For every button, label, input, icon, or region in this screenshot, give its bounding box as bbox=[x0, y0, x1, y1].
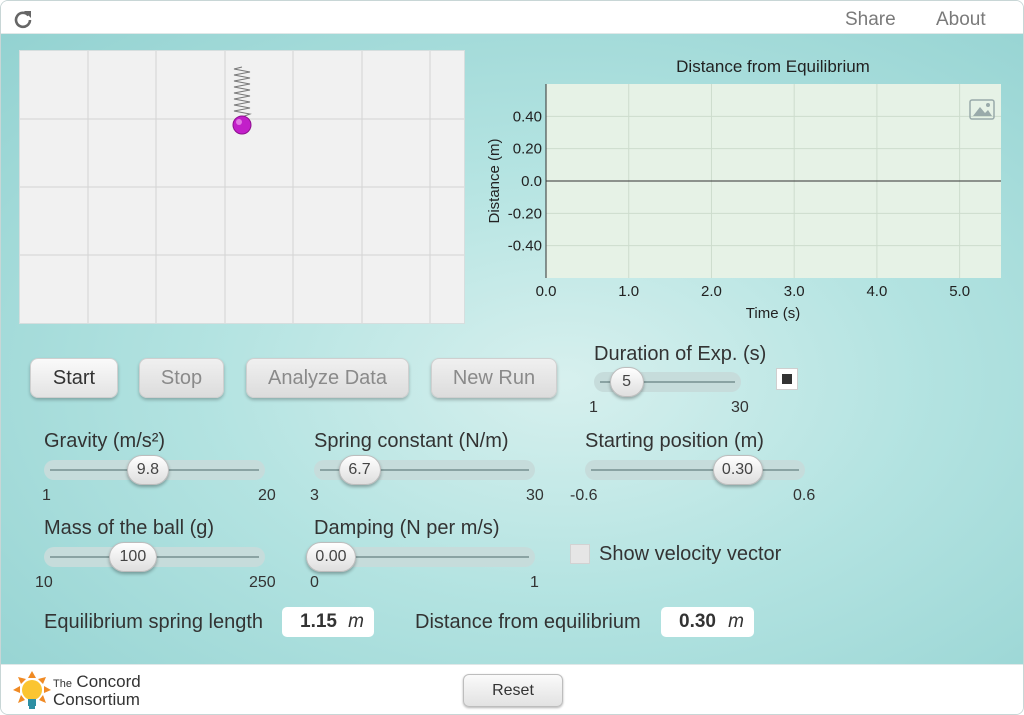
footer: The Concord Consortium Reset bbox=[1, 664, 1023, 714]
mass-min: 10 bbox=[35, 574, 53, 591]
spring-coil bbox=[233, 66, 252, 118]
logo-line1: Concord bbox=[76, 672, 141, 691]
spring-model-view bbox=[19, 50, 465, 324]
logo-the: The bbox=[53, 678, 72, 690]
gravity-label: Gravity (m/s²) bbox=[44, 430, 166, 452]
distance-from-equilibrium-unit: m bbox=[728, 611, 744, 632]
image-icon[interactable] bbox=[969, 99, 995, 120]
x-tick-label: 3.0 bbox=[784, 283, 805, 300]
x-tick-label: 2.0 bbox=[701, 283, 722, 300]
x-tick-label: 5.0 bbox=[949, 283, 970, 300]
duration-max: 30 bbox=[731, 399, 749, 416]
mass-slider-handle[interactable]: 100 bbox=[108, 542, 157, 572]
spring-constant-max: 30 bbox=[526, 487, 544, 504]
logo-line2: Consortium bbox=[53, 690, 140, 709]
damping-slider-handle[interactable]: 0.00 bbox=[306, 542, 356, 572]
starting-position-max: 0.6 bbox=[793, 487, 816, 504]
x-tick-label: 1.0 bbox=[618, 283, 639, 300]
y-axis-label: Distance (m) bbox=[486, 138, 503, 223]
show-velocity-label[interactable]: Show velocity vector bbox=[599, 543, 782, 565]
damping-label: Damping (N per m/s) bbox=[314, 517, 500, 539]
x-axis-label: Time (s) bbox=[746, 305, 800, 322]
spring-constant-label: Spring constant (N/m) bbox=[314, 430, 509, 452]
damping-slider-track[interactable] bbox=[306, 547, 535, 567]
spring-constant-min: 3 bbox=[310, 487, 319, 504]
distance-from-equilibrium-label: Distance from equilibrium bbox=[415, 611, 641, 633]
concord-logo-text[interactable]: The Concord Consortium bbox=[53, 672, 141, 709]
concord-lightbulb-icon[interactable] bbox=[13, 671, 51, 711]
show-velocity-checkbox[interactable] bbox=[570, 544, 590, 564]
new-run-button[interactable]: New Run bbox=[431, 358, 557, 398]
mass-label: Mass of the ball (g) bbox=[44, 517, 215, 539]
reset-button[interactable]: Reset bbox=[463, 674, 563, 707]
gravity-max: 20 bbox=[258, 487, 276, 504]
equilibrium-length-label: Equilibrium spring length bbox=[44, 611, 264, 633]
analyze-data-button[interactable]: Analyze Data bbox=[246, 358, 409, 398]
reload-icon[interactable] bbox=[13, 9, 33, 29]
y-tick-label: 0.20 bbox=[513, 141, 542, 158]
y-tick-label: 0.0 bbox=[521, 173, 542, 190]
distance-from-equilibrium-value: 0.30 bbox=[679, 611, 716, 632]
starting-position-slider-handle[interactable]: 0.30 bbox=[712, 455, 763, 485]
stop-button[interactable]: Stop bbox=[139, 358, 224, 398]
model-grid bbox=[20, 51, 464, 323]
about-link[interactable]: About bbox=[936, 9, 986, 30]
x-tick-label: 4.0 bbox=[866, 283, 887, 300]
y-tick-label: -0.20 bbox=[508, 205, 542, 222]
top-bar: Share About bbox=[1, 1, 1023, 34]
starting-position-min: -0.6 bbox=[570, 487, 598, 504]
y-tick-label: 0.40 bbox=[513, 108, 542, 125]
damping-max: 1 bbox=[530, 574, 539, 591]
mass-max: 250 bbox=[249, 574, 276, 591]
duration-label: Duration of Exp. (s) bbox=[594, 343, 767, 365]
spring-constant-slider-handle[interactable]: 6.7 bbox=[338, 455, 381, 485]
starting-position-label: Starting position (m) bbox=[585, 430, 764, 452]
y-tick-label: -0.40 bbox=[508, 238, 542, 255]
duration-slider-handle[interactable]: 5 bbox=[609, 367, 644, 397]
share-link[interactable]: Share bbox=[845, 9, 896, 30]
x-tick-label: 0.0 bbox=[536, 283, 557, 300]
start-button[interactable]: Start bbox=[30, 358, 118, 398]
interactive-content: Distance from Equilibrium 0.40 0.20 0.0 -0.… bbox=[1, 34, 1023, 664]
graph-title: Distance from Equilibrium bbox=[676, 57, 870, 76]
equilibrium-length-unit: m bbox=[348, 611, 364, 632]
ball[interactable] bbox=[232, 115, 252, 135]
gravity-slider-handle[interactable]: 9.8 bbox=[126, 455, 169, 485]
distance-from-equilibrium-output: 0.30 m bbox=[661, 607, 754, 637]
equilibrium-length-value: 1.15 bbox=[300, 611, 337, 632]
stop-square-icon[interactable] bbox=[776, 368, 798, 390]
gravity-min: 1 bbox=[42, 487, 51, 504]
distance-graph: Distance from Equilibrium 0.40 0.20 0.0 -0.… bbox=[477, 50, 1013, 330]
starting-position-slider-track[interactable] bbox=[585, 460, 805, 480]
duration-min: 1 bbox=[589, 399, 598, 416]
damping-min: 0 bbox=[310, 574, 319, 591]
equilibrium-length-output: 1.15 m bbox=[282, 607, 374, 637]
